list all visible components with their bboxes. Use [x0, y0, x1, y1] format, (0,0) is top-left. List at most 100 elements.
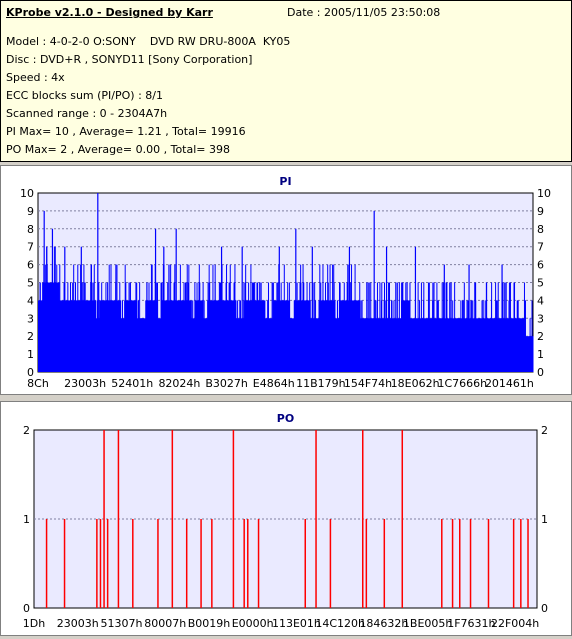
y-tick-label-left: 5 [27, 277, 34, 290]
pi-bar [330, 300, 336, 372]
pi-bar [520, 318, 526, 372]
pi-bar [516, 318, 522, 372]
disc-line: Disc : DVD+R , SONYD11 [Sony Corporation… [6, 53, 253, 66]
y-tick-label-left: 8 [27, 223, 34, 236]
chart-title: PI [279, 175, 291, 188]
x-tick-label: 23003h [57, 617, 99, 630]
pi-bar [409, 318, 414, 372]
pi-series [38, 193, 534, 372]
pi-bar [128, 300, 134, 372]
scan-date: Date : 2005/11/05 23:50:08 [287, 6, 441, 19]
pi-bar [170, 300, 175, 372]
range-line: Scanned range : 0 - 2304A7h [6, 107, 168, 120]
pi-bar [446, 318, 451, 372]
pi-bar [83, 300, 88, 372]
pi-bar [58, 300, 64, 372]
x-tick-label: 154F74h [344, 377, 392, 390]
pi-bar [87, 300, 93, 372]
pi-bar [322, 300, 328, 372]
pi-bar [203, 318, 208, 372]
pi-bar [273, 300, 278, 372]
pi-bar [116, 300, 121, 372]
app-title: KProbe v2.1.0 - Designed by Karr [6, 6, 213, 19]
y-tick-label-right: 2 [537, 330, 544, 343]
x-tick-label: 14C120h [315, 617, 365, 630]
pi-bar [462, 318, 468, 372]
po-series [45, 430, 529, 608]
x-tick-label: 8Ch [27, 377, 49, 390]
po-chart-panel: PO 0 0 1 1 2 2 1Dh 23003h 51307h 80007h B0019h E0000… [0, 401, 572, 636]
pi-bar [491, 318, 497, 372]
pi-stats-line: PI Max= 10 , Average= 1.21 , Total= 1991… [6, 125, 246, 138]
pi-bar [524, 336, 530, 372]
y-tick-label-right: 4 [537, 294, 544, 307]
x-tick-label: 113E01h [272, 617, 321, 630]
x-tick-label: 51307h [100, 617, 142, 630]
plot-area [33, 429, 538, 609]
x-tick-label: 23003h [64, 377, 106, 390]
speed-line: Speed : 4x [6, 71, 65, 84]
ecc-line: ECC blocks sum (PI/PO) : 8/1 [6, 89, 163, 102]
pi-chart-panel: PI 0 0 1 1 2 2 3 3 4 4 5 5 6 6 7 7 8 8 9 9 10 10 8Ch 23003h 52401… [0, 165, 572, 395]
info-panel: KProbe v2.1.0 - Designed by Karr Date : … [0, 0, 572, 162]
pi-bar [198, 300, 204, 372]
pi-bar [145, 300, 150, 372]
x-tick-label: 184632h [359, 617, 408, 630]
y-tick-label-right: 2 [541, 424, 548, 437]
x-tick-label: B3027h [205, 377, 248, 390]
y-tick-label-left: 4 [27, 294, 34, 307]
pi-bar [132, 300, 138, 372]
pi-bar [236, 318, 241, 372]
pi-bar [211, 300, 216, 372]
x-tick-label: 1BE005h [403, 617, 452, 630]
pi-chart: PI 0 0 1 1 2 2 3 3 4 4 5 5 6 6 7 7 8 8 9 9 10 10 8Ch 23003h 52401… [20, 175, 551, 390]
model-line: Model : 4-0-2-0 O:SONY DVD RW DRU-800A K… [6, 35, 291, 48]
x-tick-label: 1C7666h [437, 377, 487, 390]
y-tick-label-left: 6 [27, 259, 34, 272]
y-tick-label-right: 9 [537, 205, 544, 218]
y-tick-label-right: 1 [537, 348, 544, 361]
x-tick-label: 82024h [158, 377, 200, 390]
pi-bar [269, 318, 274, 372]
y-tick-label-left: 0 [27, 366, 34, 379]
y-tick-label-left: 2 [27, 330, 34, 343]
pi-bar [355, 300, 361, 372]
y-tick-label-right: 10 [537, 187, 551, 200]
y-tick-label-left: 1 [23, 513, 30, 526]
pi-bar [483, 318, 489, 372]
y-tick-label-left: 7 [27, 241, 34, 254]
y-tick-label-right: 7 [537, 241, 544, 254]
pi-bar [475, 318, 480, 372]
pi-bar [182, 300, 187, 372]
pi-bar [434, 318, 439, 372]
x-tick-label: E0000h [232, 617, 274, 630]
pi-bar [376, 318, 381, 372]
po-chart: PO 0 0 1 1 2 2 1Dh 23003h 51307h 80007h B0019h E0000… [23, 412, 548, 630]
pi-bar [281, 300, 286, 372]
x-tick-label: 201461h [485, 377, 534, 390]
y-tick-label-right: 0 [541, 602, 548, 615]
y-tick-label-left: 9 [27, 205, 34, 218]
pi-bar [388, 318, 394, 372]
y-tick-label-left: 3 [27, 312, 34, 325]
pi-bar [108, 300, 113, 372]
pi-bar [351, 300, 357, 372]
x-tick-label: 1Dh [23, 617, 45, 630]
pi-bar [392, 318, 398, 372]
chart-title: PO [277, 412, 294, 425]
y-tick-label-left: 10 [20, 187, 34, 200]
y-tick-label-left: 0 [23, 602, 30, 615]
y-tick-label-right: 1 [541, 513, 548, 526]
x-tick-label: 11B179h [296, 377, 346, 390]
pi-bar [215, 300, 220, 372]
pi-bar [326, 300, 332, 372]
y-tick-label-right: 6 [537, 259, 544, 272]
pi-bar [157, 318, 163, 372]
y-tick-label-right: 5 [537, 277, 544, 290]
x-tick-label: 18E062h [391, 377, 440, 390]
pi-bar [343, 300, 348, 372]
y-tick-label-right: 0 [537, 366, 544, 379]
y-tick-label-right: 3 [537, 312, 544, 325]
po-stats-line: PO Max= 2 , Average= 0.00 , Total= 398 [6, 143, 230, 156]
y-tick-label-left: 1 [27, 348, 34, 361]
